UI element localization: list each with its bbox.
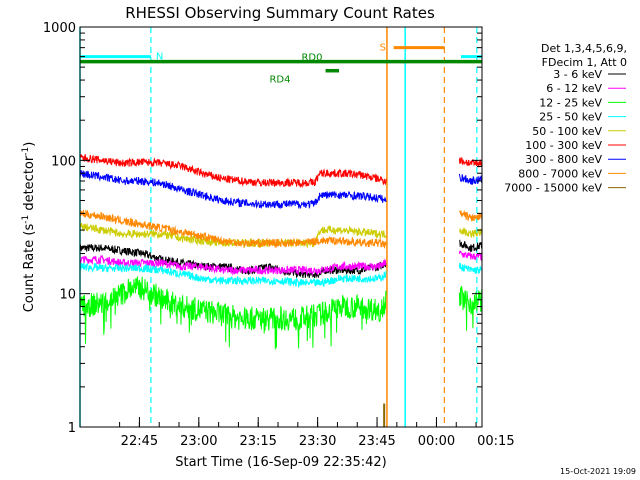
series-line [79,153,387,189]
series-line [458,285,483,331]
legend-entry-label: 50 - 100 keV [532,125,602,138]
series-line [79,262,387,289]
series-line [458,157,483,168]
rd-bar-label: RD4 [269,75,290,86]
y-label-sup: -1 [21,147,31,156]
series-line [458,173,483,185]
legend-entry-label: 100 - 300 keV [525,139,602,152]
x-tick-label: 23:45 [358,434,395,449]
y-label-part: Count Rate (s [22,224,37,313]
series-line [79,244,387,279]
legend-entry-label: 25 - 50 keV [539,111,602,124]
legend-entry-label: 800 - 7000 keV [518,167,602,180]
y-axis-label: Count Rate (s-1 detector-1) [21,142,37,313]
x-tick-label: 23:00 [180,434,217,449]
legend-entry-label: 6 - 12 keV [546,82,602,95]
series-line [459,239,483,252]
series-group [79,153,483,350]
series-line [79,254,387,276]
night-bar-label: N [156,52,163,63]
series-line [458,262,483,274]
y-label-part: ) [22,142,37,147]
x-axis-label: Start Time (16-Sep-09 22:35:42) [175,455,386,470]
y-tick-label: 10 [59,288,76,303]
x-tick-label: 00:00 [418,434,455,449]
y-label-part: detector [22,155,37,215]
plot-frame [79,26,483,428]
legend-entry-label: 3 - 6 keV [553,68,602,81]
legend-entry-label: 7000 - 15000 keV [504,182,602,195]
legend-entry-label: 12 - 25 keV [539,96,602,109]
series-line [79,209,387,249]
legend-header: Det 1,3,4,5,6,9, [541,42,627,55]
series-line [79,170,387,210]
x-tick-label: 22:45 [121,434,158,449]
x-tick-label: 23:30 [299,434,336,449]
legend-header: FDecim 1, Att 0 [542,56,627,69]
chart-title: RHESSI Observing Summary Count Rates [125,4,435,22]
y-tick-label: 1000 [43,21,76,36]
series-line [459,226,483,238]
footer-timestamp: 15-Oct-2021 19:09 [560,467,636,476]
y-axis: 1 10 100 1000 [43,21,482,436]
series-line [458,209,483,222]
y-tick-label: 1 [68,421,76,436]
series-line [458,250,483,262]
rd-bar-label: RD0 [301,53,322,64]
saa-bar-label: S [380,43,386,54]
x-tick-label: 23:15 [239,434,276,449]
y-tick-label: 100 [51,154,76,169]
series-line [79,276,387,350]
y-label-sup: -1 [21,215,31,224]
legend: Det 1,3,4,5,6,9,FDecim 1, Att 03 - 6 keV… [504,42,627,195]
x-tick-label: 00:15 [477,434,514,449]
series-line [79,222,387,249]
annotations: RD0 RD4 N S [79,27,482,427]
x-axis: 22:45 23:00 23:15 23:30 23:45 00:00 00:15 [119,417,515,449]
legend-entry-label: 300 - 800 keV [525,153,602,166]
